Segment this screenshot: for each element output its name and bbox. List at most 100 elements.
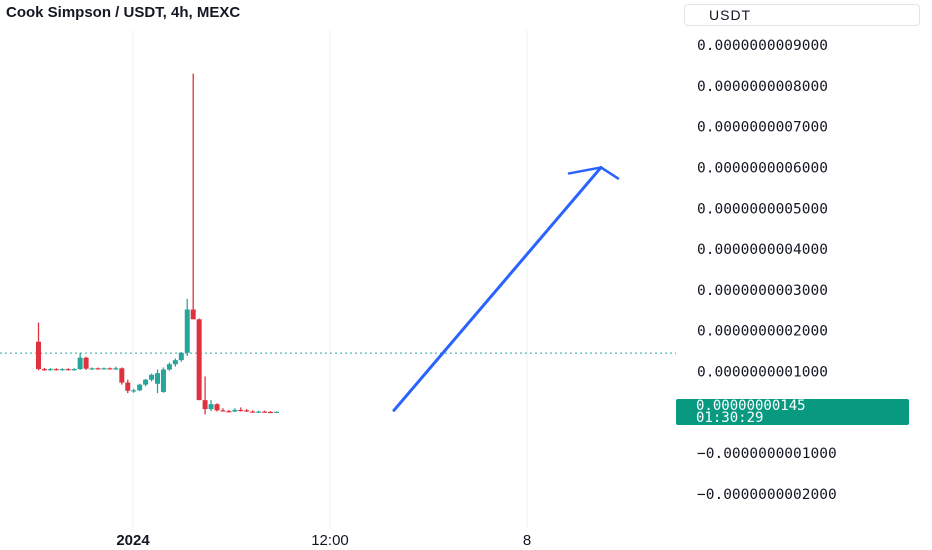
y-tick-label: 0.0000000007000	[697, 120, 828, 136]
candle-body	[107, 368, 113, 370]
candle	[250, 410, 256, 413]
candle-body	[89, 368, 95, 370]
candle	[95, 367, 101, 370]
candle	[125, 379, 131, 394]
candle-body	[119, 368, 125, 383]
y-tick-label: −0.0000000002000	[697, 487, 837, 503]
candle-body	[190, 309, 196, 320]
candle	[149, 373, 155, 382]
currency-selector[interactable]: USDT	[684, 4, 920, 26]
arrow-shaft	[392, 165, 603, 412]
chart-title: Cook Simpson / USDT, 4h, MEXC	[6, 4, 241, 21]
projection-arrow[interactable]	[392, 165, 620, 412]
candle	[166, 362, 172, 371]
candle	[232, 408, 238, 412]
candle-body	[172, 360, 178, 365]
x-tick-label: 12:00	[311, 532, 349, 549]
candle-body	[166, 364, 172, 370]
candle-body	[178, 352, 184, 361]
y-axis-labels: 0.0000000009000 0.0000000008000 0.00000000…	[697, 38, 837, 503]
candle	[208, 400, 214, 412]
candle-body	[137, 384, 143, 391]
candle-body	[125, 382, 131, 391]
candle	[196, 318, 202, 401]
x-tick-label: 8	[523, 532, 531, 549]
chart-grid	[132, 30, 528, 528]
candle-body	[160, 369, 166, 392]
candle-body	[202, 400, 208, 410]
candle	[59, 368, 65, 371]
candle-body	[262, 411, 268, 413]
candle-body	[274, 411, 279, 413]
candle	[113, 366, 119, 370]
candle	[131, 388, 137, 393]
candle-body	[184, 309, 190, 353]
candle	[143, 378, 149, 387]
y-tick-label: 0.0000000008000	[697, 79, 828, 95]
candle	[274, 411, 279, 413]
candle-body	[268, 411, 274, 414]
y-tick-label: 0.0000000001000	[697, 365, 828, 381]
candle	[184, 298, 190, 357]
candle-body	[101, 368, 107, 370]
candle	[244, 409, 250, 412]
x-axis-labels: 2024 12:00 8	[116, 532, 531, 549]
candle	[202, 376, 208, 415]
y-tick-label: 0.0000000005000	[697, 201, 828, 217]
candle-body	[220, 410, 226, 412]
candle	[220, 408, 226, 412]
candle-body	[232, 409, 238, 412]
candle-body	[208, 404, 214, 410]
candle-body	[113, 368, 119, 370]
bar-countdown: 01:30:29	[696, 410, 764, 426]
candle	[155, 369, 160, 394]
candle-body	[71, 369, 77, 371]
candle	[65, 368, 71, 371]
candlestick-series	[36, 73, 279, 415]
candle-body	[95, 368, 101, 370]
candle	[41, 367, 47, 371]
candle	[238, 407, 244, 412]
candle	[89, 367, 95, 370]
candle	[77, 352, 83, 370]
candle-body	[196, 319, 202, 401]
candle	[172, 358, 178, 367]
candle	[178, 351, 184, 362]
last-price-tag: 0.00000000145 01:30:29	[676, 399, 909, 425]
candle	[268, 411, 274, 414]
y-tick-label: 0.0000000003000	[697, 283, 828, 299]
last-price-value: 0.00000000145	[696, 398, 806, 414]
candle	[137, 383, 143, 392]
candle-body	[83, 357, 89, 369]
y-tick-label: 0.0000000004000	[697, 242, 828, 258]
arrow-head	[567, 166, 620, 180]
candle-body	[41, 369, 47, 371]
x-tick-label: 2024	[116, 532, 150, 549]
candle	[36, 322, 41, 371]
candle-body	[77, 357, 83, 370]
candle	[160, 367, 166, 393]
y-tick-label: 0.0000000006000	[697, 160, 828, 176]
y-tick-label: 0.0000000002000	[697, 324, 828, 340]
candle	[256, 410, 262, 413]
candle	[226, 409, 232, 413]
candle-body	[149, 374, 155, 380]
candle-body	[238, 409, 244, 412]
candle	[47, 367, 53, 371]
candle	[53, 368, 59, 371]
candle	[107, 367, 113, 370]
candle-body	[155, 373, 160, 384]
candle	[71, 368, 77, 371]
candle	[101, 367, 107, 370]
y-tick-label: 0.0000000009000	[697, 38, 828, 54]
candle-body	[143, 379, 149, 385]
candle-body	[131, 390, 137, 392]
candle	[83, 356, 89, 370]
candle-body	[256, 411, 262, 413]
y-tick-label: −0.0000000001000	[697, 446, 837, 462]
candle-body	[59, 369, 65, 371]
candle-body	[47, 369, 53, 371]
candle-body	[244, 410, 250, 412]
candle-body	[36, 341, 41, 370]
